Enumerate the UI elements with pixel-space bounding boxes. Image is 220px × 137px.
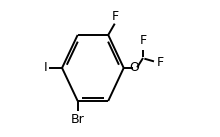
Text: O: O (130, 62, 140, 74)
Text: I: I (44, 62, 48, 74)
Text: F: F (139, 34, 147, 47)
Text: Br: Br (71, 113, 84, 126)
Text: F: F (112, 10, 119, 23)
Text: F: F (157, 56, 164, 69)
